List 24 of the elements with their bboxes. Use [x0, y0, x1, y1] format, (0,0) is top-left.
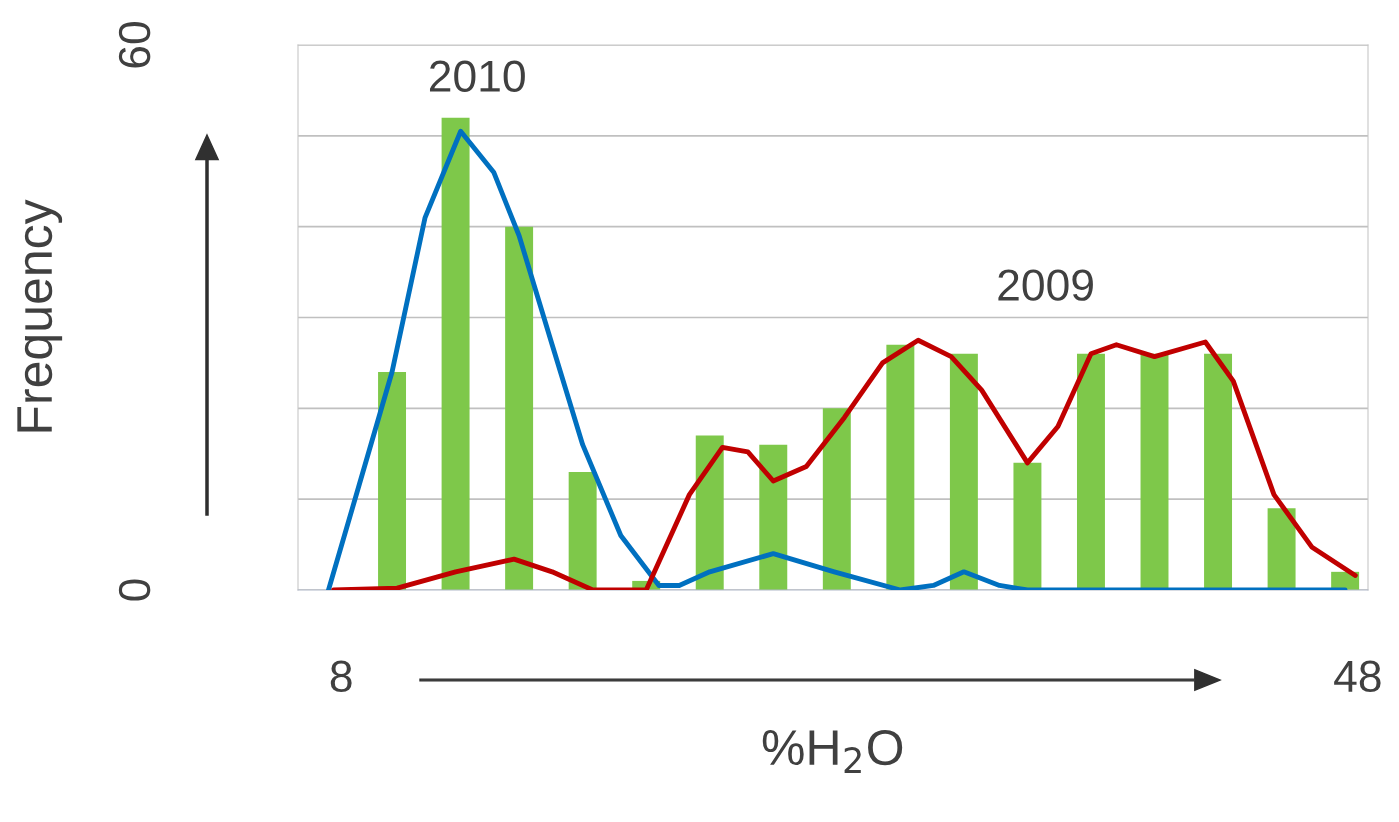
- y-tick-label: 0: [118, 579, 151, 601]
- bar: [1013, 462, 1042, 590]
- bar: [759, 444, 788, 590]
- series-label: 2009: [998, 269, 1093, 301]
- line-series: [331, 337, 1358, 590]
- x-axis-title: %H$_{2}$O: [762, 729, 903, 773]
- bar: [1267, 508, 1296, 590]
- line-series: [326, 128, 1348, 590]
- bar: [949, 353, 978, 590]
- x-tick-label: 8: [330, 660, 352, 693]
- bar: [378, 372, 407, 590]
- y-axis-title: Frequency: [17, 199, 63, 432]
- bar: [441, 117, 470, 590]
- bar: [886, 344, 915, 590]
- x-tick-label: 48: [1334, 660, 1381, 693]
- bar: [1076, 353, 1105, 590]
- bar: [822, 408, 851, 590]
- y-tick-label: 60: [118, 22, 151, 68]
- bar: [695, 435, 724, 590]
- bar: [1204, 353, 1233, 590]
- bar: [505, 226, 534, 590]
- series-label: 2010: [429, 60, 525, 92]
- bar: [1140, 353, 1169, 590]
- bar: [568, 471, 597, 590]
